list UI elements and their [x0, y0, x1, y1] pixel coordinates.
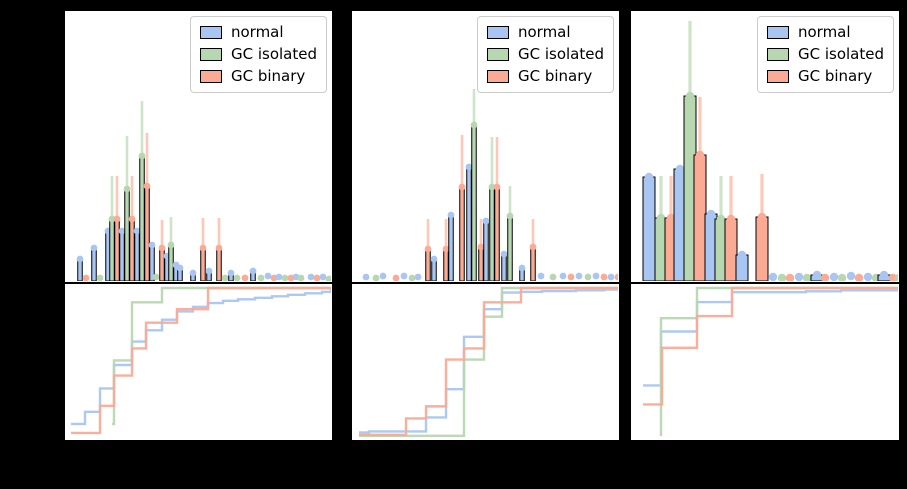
legend-label-gc-binary: GC binary: [797, 67, 873, 85]
histogram-plot-left: [76, 101, 331, 281]
legend-patch-gc-isolated: [199, 48, 222, 61]
legend-label-gc-isolated: GC isolated: [797, 45, 884, 63]
legend-label-normal: normal: [517, 23, 571, 41]
legend-entry-gc-binary: GC binary: [199, 67, 317, 85]
legend-left: normal GC isolated GC binary: [189, 16, 327, 93]
panel-middle: normal GC isolated GC binary: [351, 0, 620, 489]
cdf-subplot-middle: [351, 283, 620, 441]
cdf-subplot-right: [630, 283, 900, 441]
cdf-subplot-left: [64, 283, 333, 441]
histogram-subplot-middle: normal GC isolated GC binary: [351, 10, 620, 283]
legend-middle: normal GC isolated GC binary: [476, 16, 614, 93]
cdf-plot-left: [71, 286, 331, 435]
legend-label-normal: normal: [230, 23, 284, 41]
legend-patch-normal: [486, 26, 509, 39]
legend-entry-gc-binary: GC binary: [486, 67, 604, 85]
legend-entry-gc-isolated: GC isolated: [766, 45, 884, 63]
histogram-plot-right: [642, 21, 898, 281]
legend-entry-normal: normal: [486, 23, 604, 41]
histogram-subplot-right: normal GC isolated GC binary: [630, 10, 900, 283]
legend-label-gc-isolated: GC isolated: [230, 45, 317, 63]
legend-patch-gc-isolated: [766, 48, 789, 61]
legend-entry-normal: normal: [766, 23, 884, 41]
legend-patch-gc-isolated: [486, 48, 509, 61]
legend-label-gc-isolated: GC isolated: [517, 45, 604, 63]
legend-label-normal: normal: [797, 23, 851, 41]
legend-entry-gc-isolated: GC isolated: [486, 45, 604, 63]
cdf-plot-right: [643, 286, 898, 436]
panel-right: normal GC isolated GC binary: [630, 0, 900, 489]
legend-patch-gc-binary: [199, 70, 222, 83]
legend-label-gc-binary: GC binary: [230, 67, 306, 85]
legend-entry-gc-binary: GC binary: [766, 67, 884, 85]
legend-patch-normal: [766, 26, 789, 39]
histogram-plot-middle: [362, 89, 618, 281]
legend-label-gc-binary: GC binary: [517, 67, 593, 85]
legend-patch-gc-binary: [486, 70, 509, 83]
legend-patch-gc-binary: [766, 70, 789, 83]
legend-entry-gc-isolated: GC isolated: [199, 45, 317, 63]
panel-left: normal GC isolated GC binary: [64, 0, 333, 489]
legend-right: normal GC isolated GC binary: [756, 16, 894, 93]
legend-patch-normal: [199, 26, 222, 39]
cdf-plot-middle: [359, 286, 618, 438]
histogram-subplot-left: normal GC isolated GC binary: [64, 10, 333, 283]
legend-entry-normal: normal: [199, 23, 317, 41]
